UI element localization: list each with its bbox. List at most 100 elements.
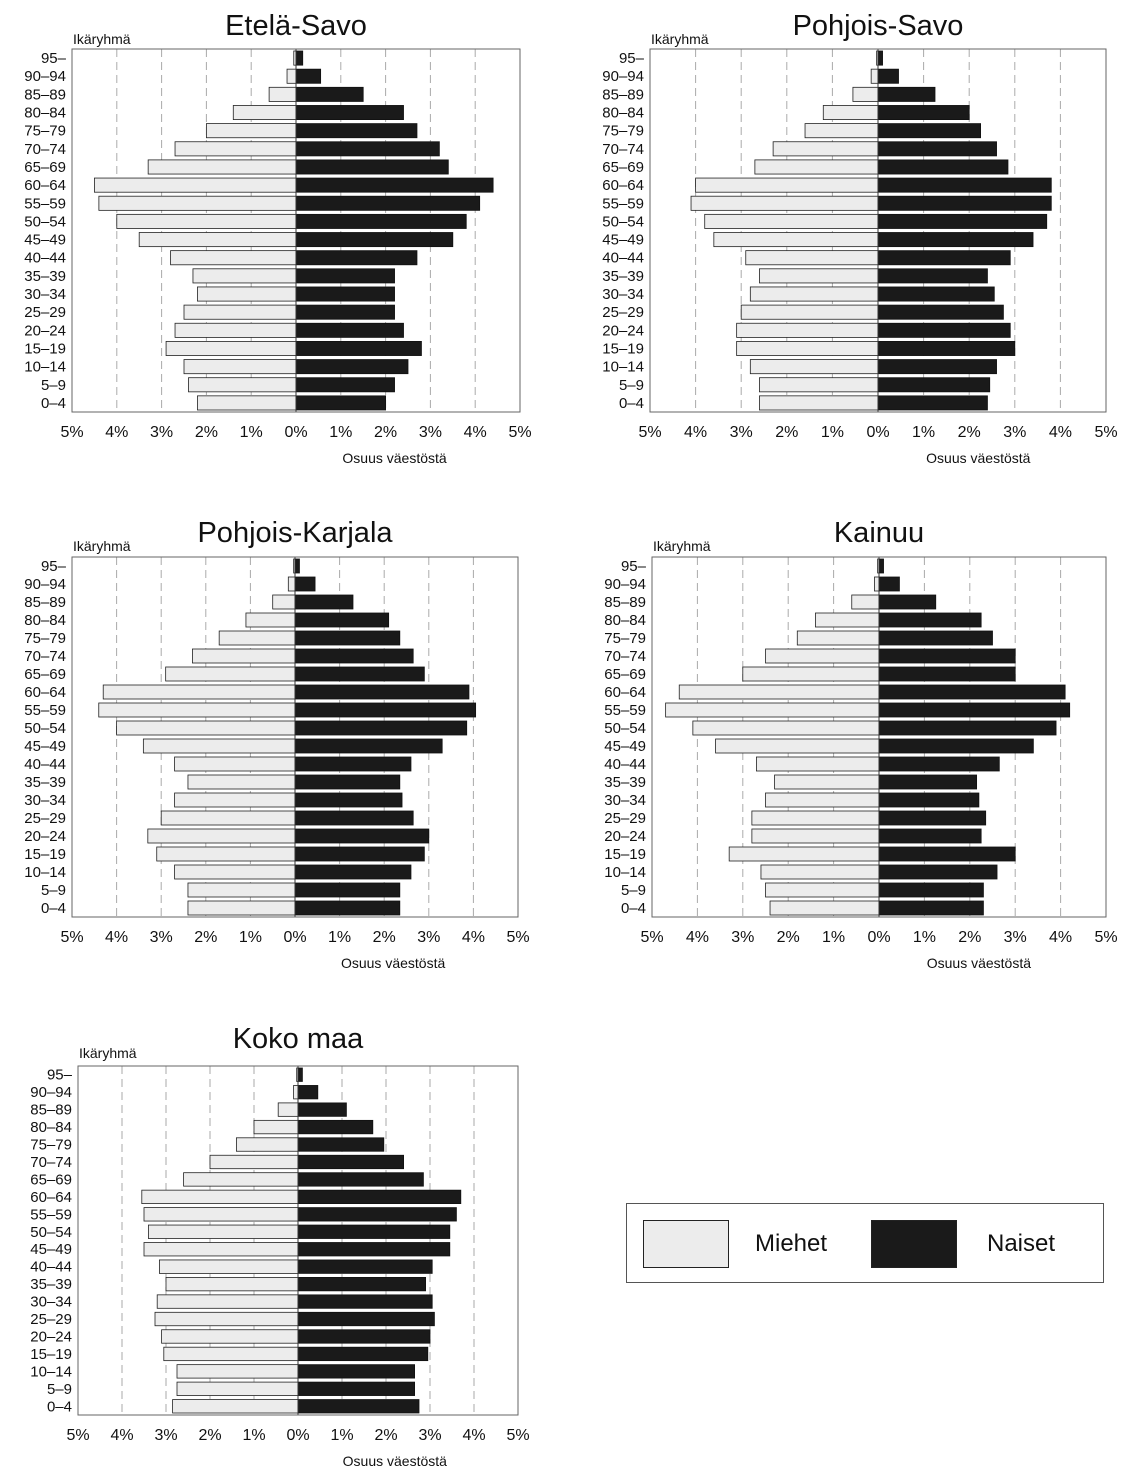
age-group-label: 70–74 <box>30 1154 72 1171</box>
age-group-label: 55–59 <box>24 195 66 212</box>
x-tick-label: 5% <box>1094 929 1117 946</box>
age-group-label: 5–9 <box>619 377 644 394</box>
bar-male <box>174 792 296 808</box>
age-group-label: 80–84 <box>24 612 66 629</box>
age-group-label: 50–54 <box>24 720 66 737</box>
bar-male <box>154 1311 299 1327</box>
age-group-label: 65–69 <box>604 666 646 683</box>
x-axis-label: Osuus väestöstä <box>926 450 1030 466</box>
bar-female <box>878 648 1016 664</box>
x-tick-label: 4% <box>462 1427 485 1444</box>
bar-male <box>143 1207 299 1222</box>
bar-female <box>877 213 1048 229</box>
bar-female <box>297 1189 462 1205</box>
bar-male <box>98 702 296 718</box>
bar-female <box>297 1067 303 1082</box>
bar-female <box>294 702 477 718</box>
bar-female <box>294 648 414 664</box>
age-group-label: 50–54 <box>30 1224 72 1241</box>
age-group-label: 35–39 <box>30 1276 72 1293</box>
chart-title: Kainuu <box>834 517 924 549</box>
x-tick-label: 3% <box>731 929 754 946</box>
bar-female <box>295 50 304 66</box>
bar-male <box>852 86 879 102</box>
age-group-label: 35–39 <box>24 268 66 285</box>
age-group-label: 95– <box>621 558 647 575</box>
age-group-label: 50–54 <box>24 213 66 230</box>
bar-male <box>678 684 880 700</box>
x-tick-label: 0% <box>866 424 889 441</box>
bar-male <box>197 395 297 411</box>
age-group-label: 40–44 <box>30 1259 72 1276</box>
bar-male <box>172 1399 299 1414</box>
bar-male <box>165 666 296 682</box>
bar-male <box>165 340 297 356</box>
age-group-label: 70–74 <box>24 141 66 158</box>
bar-male <box>769 900 880 916</box>
bar-female <box>295 304 395 320</box>
bar-female <box>297 1085 319 1100</box>
bar-female <box>295 159 449 175</box>
bar-male <box>804 123 879 139</box>
age-group-label: 90–94 <box>30 1084 72 1101</box>
bar-male <box>751 828 880 844</box>
bar-male <box>760 864 880 880</box>
chart-title: Pohjois-Karjala <box>197 517 393 549</box>
age-group-label: 60–64 <box>24 684 66 701</box>
bar-female <box>294 774 401 790</box>
y-axis-label: Ikäryhmä <box>73 31 131 47</box>
age-group-label: 15–19 <box>30 1346 72 1363</box>
bar-male <box>143 1242 299 1257</box>
age-group-label: 35–39 <box>24 774 66 791</box>
x-tick-label: 5% <box>66 1427 89 1444</box>
age-group-label: 25–29 <box>24 304 66 321</box>
bar-male <box>268 86 297 102</box>
bar-female <box>297 1364 415 1379</box>
bar-female <box>294 576 316 592</box>
bar-female <box>297 1242 451 1257</box>
x-axis-label: Osuus väestöstä <box>927 955 1031 971</box>
bar-female <box>297 1154 404 1170</box>
bar-male <box>745 250 879 266</box>
x-tick-label: 2% <box>195 424 218 441</box>
bar-female <box>297 1277 426 1292</box>
age-group-label: 75–79 <box>24 123 66 140</box>
age-group-label: 85–89 <box>604 594 646 611</box>
age-group-label: 95– <box>47 1067 73 1084</box>
bar-female <box>294 882 401 898</box>
bar-female <box>878 558 884 574</box>
bar-female <box>297 1346 429 1362</box>
bar-male <box>277 1102 299 1117</box>
bar-male <box>205 123 297 139</box>
age-group-label: 25–29 <box>24 810 66 827</box>
bar-male <box>756 756 880 772</box>
bar-female <box>295 123 418 139</box>
bar-male <box>187 774 296 790</box>
bar-male <box>713 232 879 248</box>
bar-female <box>294 630 401 646</box>
x-tick-label: 4% <box>105 929 128 946</box>
age-group-label: 55–59 <box>30 1206 72 1223</box>
bar-male <box>754 159 879 175</box>
bar-male <box>728 846 880 862</box>
legend-label-naiset: Naiset <box>987 1230 1056 1257</box>
bar-female <box>294 666 425 682</box>
bar-male <box>286 68 297 84</box>
pyramid-chart: 95–90–9485–8980–8475–7970–7465–6960–6455… <box>24 517 529 971</box>
bar-female <box>877 304 1004 320</box>
bar-male <box>774 774 880 790</box>
bar-female <box>294 792 403 808</box>
age-group-label: 65–69 <box>602 159 644 176</box>
bar-female <box>877 159 1009 175</box>
x-axis-label: Osuus väestöstä <box>343 1453 447 1469</box>
bar-male <box>147 159 297 175</box>
x-tick-label: 4% <box>105 424 128 441</box>
bar-male <box>287 576 296 592</box>
bar-male <box>765 648 880 664</box>
x-tick-label: 2% <box>374 1427 397 1444</box>
x-tick-label: 1% <box>329 424 352 441</box>
age-group-label: 55–59 <box>24 702 66 719</box>
age-group-label: 0–4 <box>621 900 646 917</box>
bar-female <box>877 50 883 66</box>
bar-female <box>294 684 470 700</box>
